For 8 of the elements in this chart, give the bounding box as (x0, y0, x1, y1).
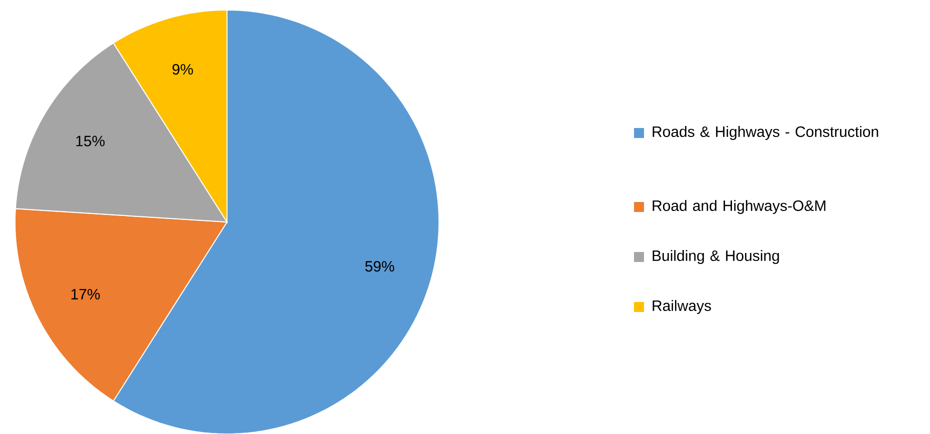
data-label: 15% (76, 136, 105, 146)
data-label: 59% (365, 260, 394, 272)
legend-label: Railways (652, 300, 711, 314)
legend-label: Building & Housing (652, 250, 779, 264)
legend-label: Road and Highways-O&M (652, 200, 826, 214)
legend-label: Roads & Highways - Construction (652, 126, 878, 140)
data-label: 9% (172, 64, 193, 74)
data-label: 17% (71, 288, 100, 300)
